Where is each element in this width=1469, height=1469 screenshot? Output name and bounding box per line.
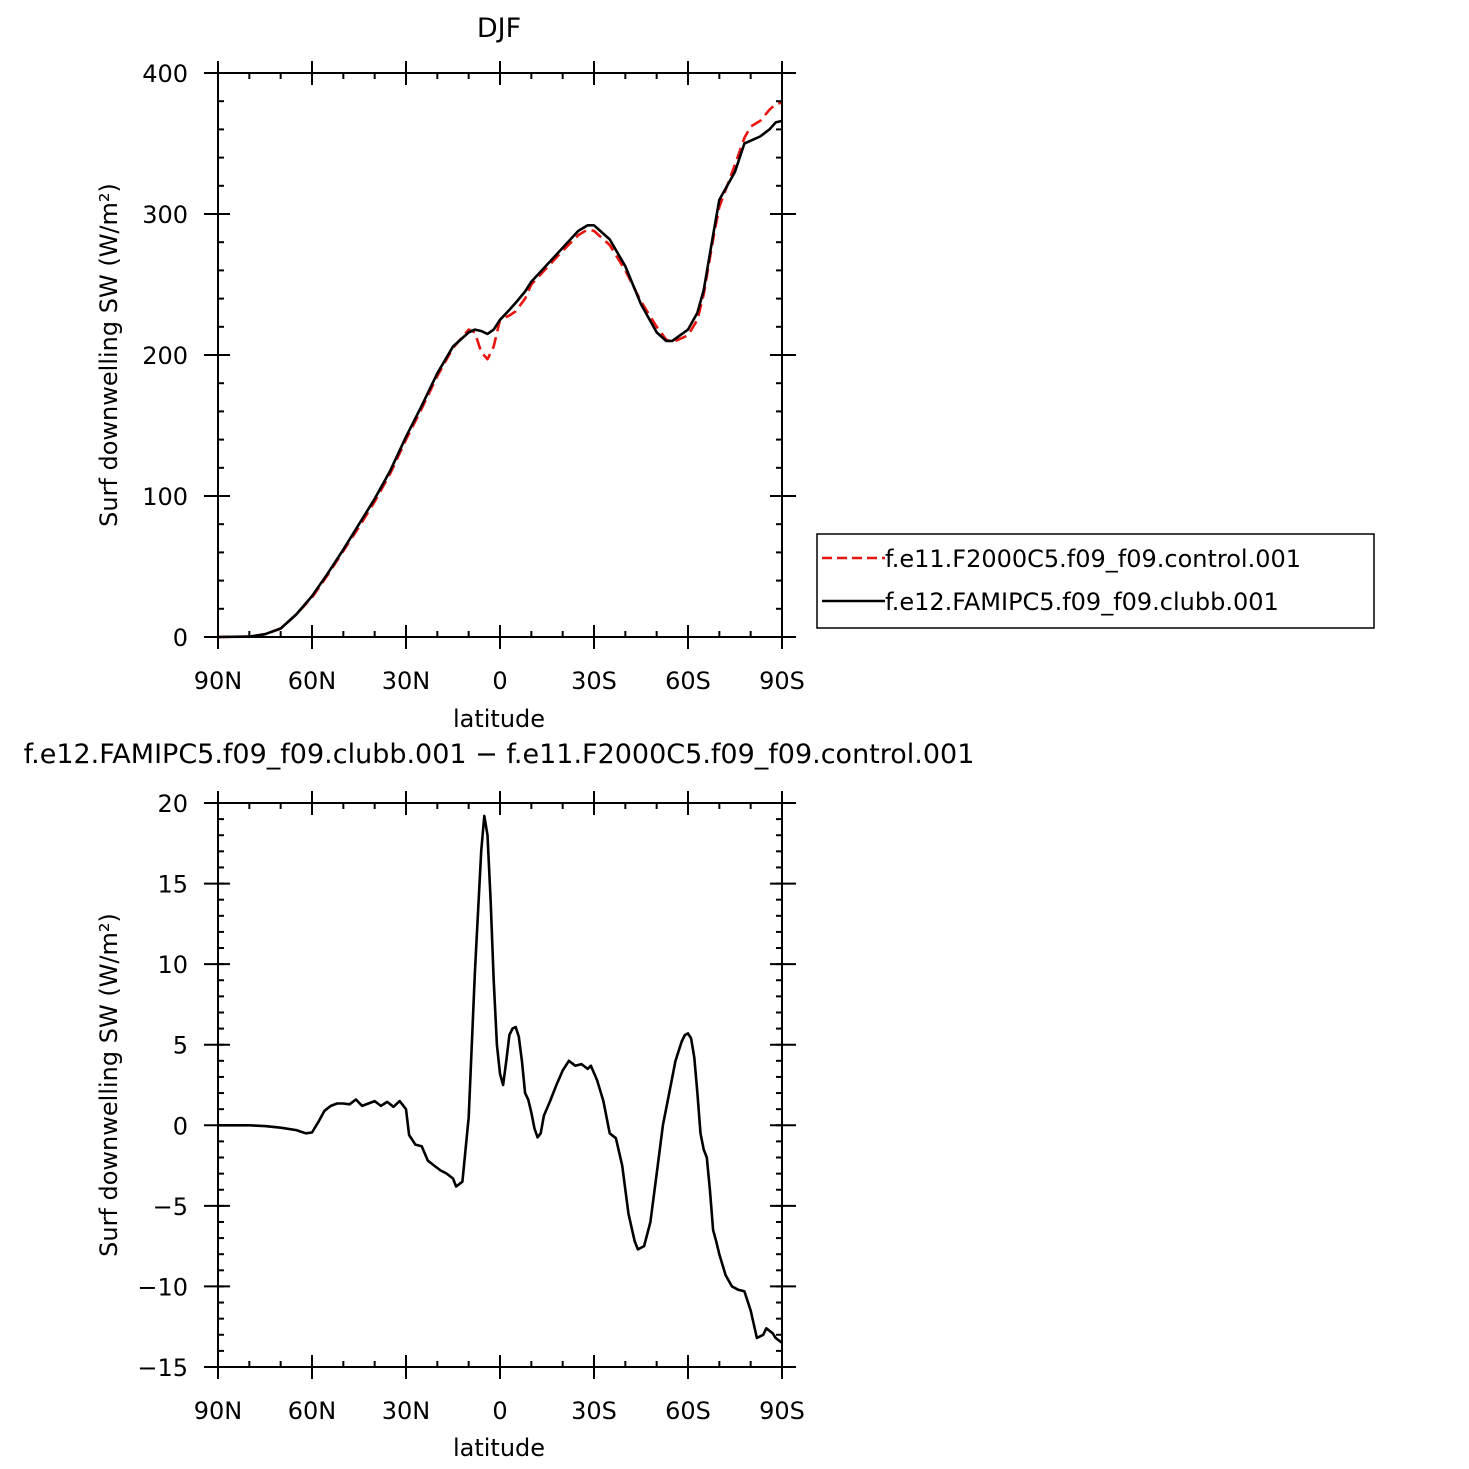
y-tick-label: 20 — [157, 790, 188, 818]
x-tick-label: 90S — [759, 1397, 805, 1425]
plot-lines — [218, 814, 783, 1344]
axis-ticks — [204, 791, 796, 1379]
y-tick-label: −5 — [153, 1193, 188, 1221]
y-tick-label: 300 — [142, 201, 188, 229]
x-tick-label: 90N — [194, 1397, 243, 1425]
plot-lines — [217, 101, 783, 639]
y-tick-label: 200 — [142, 342, 188, 370]
y-tick-label: 0 — [173, 624, 188, 652]
y-tick-label: 0 — [173, 1112, 188, 1140]
chart-title: f.e12.FAMIPC5.f09_f09.clubb.001 − f.e11.… — [24, 739, 975, 770]
legend-entry-control: f.e11.F2000C5.f09_f09.control.001 — [885, 545, 1301, 573]
top-chart: DJF 90N 60N 30N 0 30S 60S 90S 0 100 200 300 400 la… — [95, 13, 1375, 733]
y-axis-label: Surf downwelling SW (W/m²) — [95, 183, 123, 527]
y-tick-label: 5 — [173, 1032, 188, 1060]
y-tick-label: 10 — [157, 951, 188, 979]
x-tick-label: 60N — [288, 667, 337, 695]
x-tick-label: 90S — [759, 667, 805, 695]
x-tick-label: 60S — [665, 667, 711, 695]
x-tick-label: 30N — [382, 667, 431, 695]
x-tick-label: 60N — [288, 1397, 337, 1425]
y-tick-label: 400 — [142, 60, 188, 88]
y-tick-label: 100 — [142, 483, 188, 511]
x-axis-label: latitude — [453, 1434, 545, 1462]
y-tick-label: −10 — [137, 1273, 188, 1301]
x-tick-label: 30S — [571, 667, 617, 695]
bottom-chart: f.e12.FAMIPC5.f09_f09.clubb.001 − f.e11.… — [24, 739, 975, 1462]
x-tick-labels: 90N 60N 30N 0 30S 60S 90S — [194, 1397, 805, 1425]
x-tick-labels: 90N 60N 30N 0 30S 60S 90S — [194, 667, 805, 695]
series-line-0 — [217, 101, 783, 639]
legend: f.e11.F2000C5.f09_f09.control.001 f.e12.… — [816, 533, 1375, 629]
x-tick-label: 0 — [492, 667, 507, 695]
series-line-0 — [218, 814, 783, 1344]
y-tick-labels: 0 100 200 300 400 — [142, 60, 188, 652]
plot-frame — [217, 72, 783, 638]
x-axis-label: latitude — [453, 705, 545, 733]
x-tick-label: 30S — [571, 1397, 617, 1425]
y-tick-label: −15 — [137, 1354, 188, 1382]
series-line-1 — [217, 119, 783, 639]
y-axis-label: Surf downwelling SW (W/m²) — [95, 913, 123, 1257]
chart-title: DJF — [477, 13, 521, 44]
axis-ticks — [204, 61, 796, 649]
legend-box — [816, 533, 1375, 629]
legend-entry-clubb: f.e12.FAMIPC5.f09_f09.clubb.001 — [885, 588, 1279, 616]
y-tick-label: 15 — [157, 871, 188, 899]
x-tick-label: 60S — [665, 1397, 711, 1425]
x-tick-label: 0 — [492, 1397, 507, 1425]
y-tick-labels: −15 −10 −5 0 5 10 15 20 — [137, 790, 188, 1382]
x-tick-label: 90N — [194, 667, 243, 695]
x-tick-label: 30N — [382, 1397, 431, 1425]
